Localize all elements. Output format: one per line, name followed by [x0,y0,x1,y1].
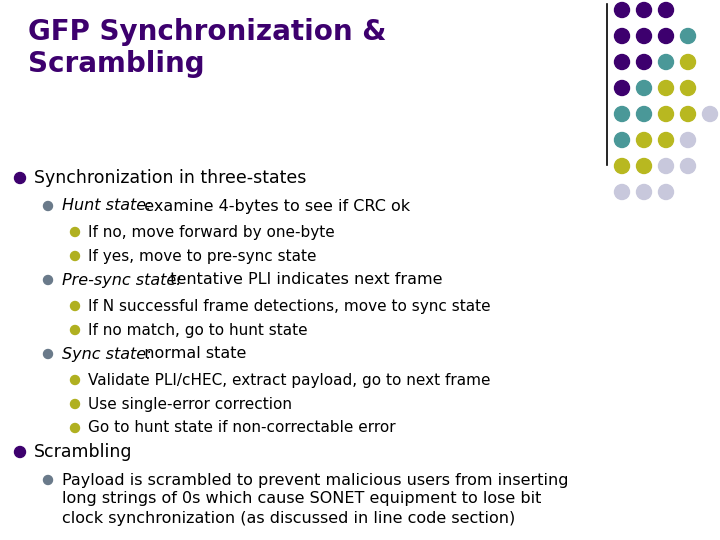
Text: Scrambling: Scrambling [28,50,204,78]
Circle shape [703,106,718,122]
Circle shape [636,29,652,44]
Circle shape [680,159,696,173]
Circle shape [71,400,79,408]
Circle shape [680,106,696,122]
Circle shape [71,423,79,433]
Text: Synchronization in three-states: Synchronization in three-states [34,169,307,187]
Circle shape [614,3,629,17]
Circle shape [659,106,673,122]
Circle shape [14,172,25,184]
Circle shape [14,447,25,457]
Circle shape [614,159,629,173]
Circle shape [659,185,673,199]
Text: Use single-error correction: Use single-error correction [88,396,292,411]
Circle shape [636,185,652,199]
Circle shape [636,80,652,96]
Text: If yes, move to pre-sync state: If yes, move to pre-sync state [88,248,317,264]
Circle shape [636,132,652,147]
Circle shape [614,185,629,199]
Circle shape [43,201,53,211]
Circle shape [659,3,673,17]
Text: long strings of 0s which cause SONET equipment to lose bit: long strings of 0s which cause SONET equ… [62,491,541,507]
Circle shape [636,3,652,17]
Circle shape [680,132,696,147]
Text: tentative PLI indicates next frame: tentative PLI indicates next frame [161,273,443,287]
Circle shape [71,227,79,237]
Text: If no, move forward by one-byte: If no, move forward by one-byte [88,225,335,240]
Text: normal state: normal state [134,347,246,361]
Text: Validate PLI/cHEC, extract payload, go to next frame: Validate PLI/cHEC, extract payload, go t… [88,373,490,388]
Text: GFP Synchronization &: GFP Synchronization & [28,18,387,46]
Text: Scrambling: Scrambling [34,443,132,461]
Text: Go to hunt state if non-correctable error: Go to hunt state if non-correctable erro… [88,421,395,435]
Circle shape [614,55,629,70]
Circle shape [659,80,673,96]
Text: Payload is scrambled to prevent malicious users from inserting: Payload is scrambled to prevent maliciou… [62,472,569,488]
Circle shape [636,55,652,70]
Text: If N successful frame detections, move to sync state: If N successful frame detections, move t… [88,299,490,314]
Circle shape [614,80,629,96]
Circle shape [659,55,673,70]
Circle shape [71,326,79,334]
Text: Hunt state:: Hunt state: [62,199,151,213]
Circle shape [659,29,673,44]
Circle shape [614,132,629,147]
Circle shape [659,159,673,173]
Circle shape [636,106,652,122]
Circle shape [614,106,629,122]
Circle shape [71,301,79,310]
Circle shape [614,29,629,44]
Circle shape [659,132,673,147]
Text: If no match, go to hunt state: If no match, go to hunt state [88,322,307,338]
Circle shape [43,349,53,359]
Circle shape [680,55,696,70]
Circle shape [71,252,79,260]
Circle shape [680,80,696,96]
Text: examine 4-bytes to see if CRC ok: examine 4-bytes to see if CRC ok [134,199,410,213]
Circle shape [71,375,79,384]
Text: Sync state:: Sync state: [62,347,151,361]
Text: clock synchronization (as discussed in line code section): clock synchronization (as discussed in l… [62,510,516,525]
Text: Pre-sync state:: Pre-sync state: [62,273,181,287]
Circle shape [43,275,53,285]
Circle shape [43,476,53,484]
Circle shape [636,159,652,173]
Circle shape [680,29,696,44]
